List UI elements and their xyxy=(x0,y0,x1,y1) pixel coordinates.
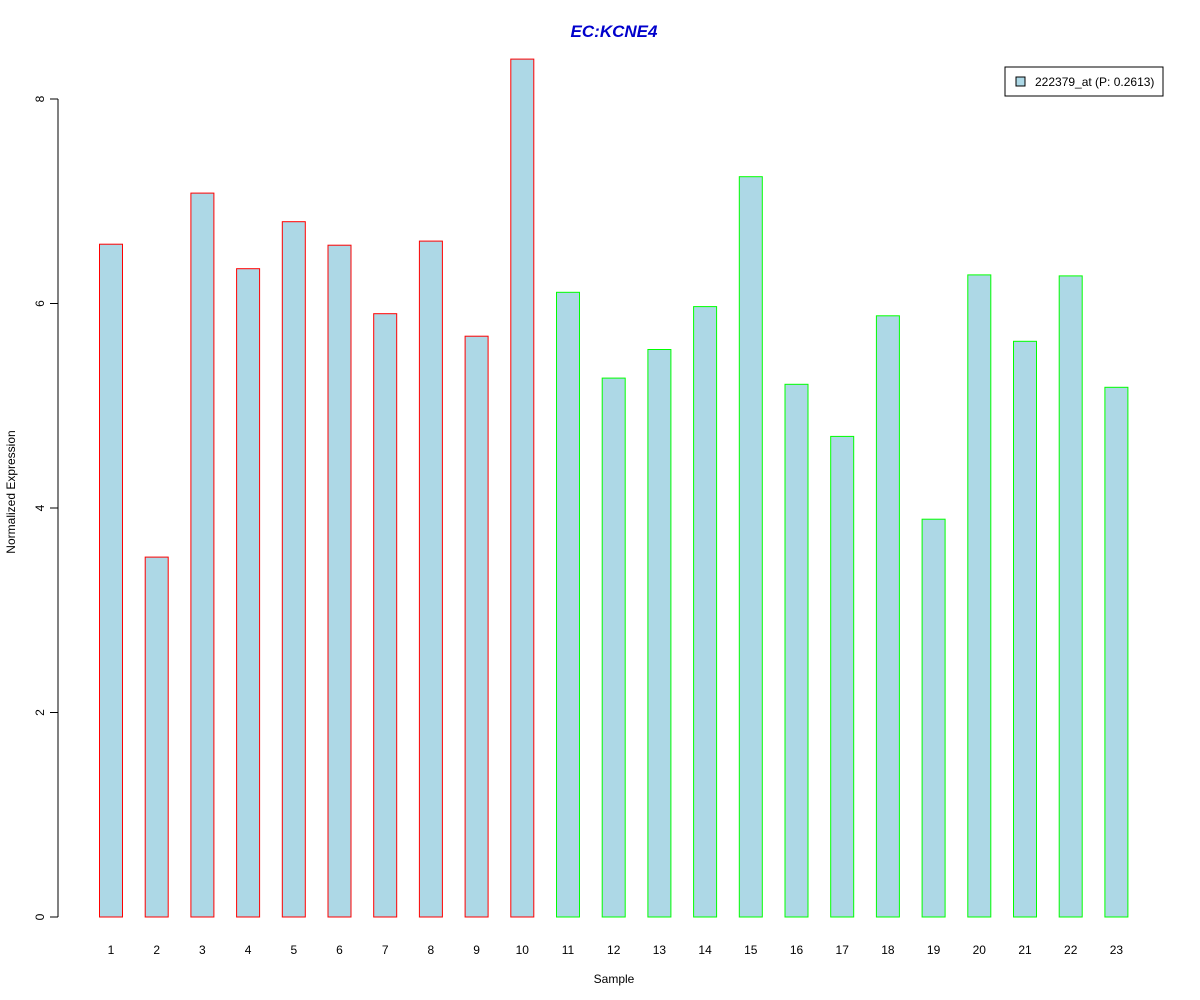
bar-sample-3 xyxy=(190,192,215,918)
x-tick-label: 2 xyxy=(153,943,160,957)
bar-sample-14 xyxy=(693,306,718,918)
x-tick-label: 15 xyxy=(744,943,758,957)
y-axis: 0 2 4 6 8 xyxy=(33,95,59,920)
x-tick-label: 1 xyxy=(108,943,115,957)
x-tick-label: 17 xyxy=(836,943,850,957)
y-tick-label: 6 xyxy=(33,300,47,307)
legend-swatch xyxy=(1015,76,1026,87)
bar-sample-15 xyxy=(738,176,763,918)
y-tick-label: 4 xyxy=(33,504,47,511)
bar-sample-16 xyxy=(784,383,809,918)
chart-title: EC:KCNE4 xyxy=(571,22,658,41)
bar-sample-23 xyxy=(1104,386,1129,918)
x-tick-label: 7 xyxy=(382,943,389,957)
x-axis-tick-labels: 1 2 3 4 5 6 7 8 9 10 11 12 13 14 15 16 17 18 19 20 21 22 23 xyxy=(108,943,1124,957)
bar-sample-4 xyxy=(236,268,261,918)
x-tick-label: 4 xyxy=(245,943,252,957)
bars-group xyxy=(99,58,1129,918)
bar-sample-6 xyxy=(327,244,352,918)
bar-sample-17 xyxy=(830,435,855,918)
bar-sample-18 xyxy=(875,315,900,918)
x-tick-label: 11 xyxy=(562,943,575,957)
x-tick-label: 21 xyxy=(1018,943,1032,957)
x-axis-label: Sample xyxy=(594,972,635,986)
bar-sample-11 xyxy=(556,291,580,918)
legend-box xyxy=(1004,66,1164,97)
x-tick-label: 10 xyxy=(516,943,530,957)
x-tick-label: 12 xyxy=(607,943,621,957)
bar-sample-8 xyxy=(418,240,443,918)
bar-sample-21 xyxy=(1013,340,1037,918)
bar-sample-2 xyxy=(144,556,169,918)
x-tick-label: 23 xyxy=(1110,943,1124,957)
legend-entry-label: 222379_at (P: 0.2613) xyxy=(1035,75,1154,89)
x-tick-label: 9 xyxy=(473,943,480,957)
y-tick-label: 2 xyxy=(33,709,47,716)
x-tick-label: 5 xyxy=(290,943,297,957)
x-tick-label: 16 xyxy=(790,943,804,957)
legend: 222379_at (P: 0.2613) xyxy=(1004,66,1164,97)
bar-sample-5 xyxy=(281,221,306,918)
y-tick-label: 0 xyxy=(33,913,47,920)
x-tick-label: 20 xyxy=(973,943,987,957)
bar-sample-22 xyxy=(1058,275,1083,918)
x-tick-label: 13 xyxy=(653,943,667,957)
x-tick-label: 14 xyxy=(698,943,712,957)
bar-sample-20 xyxy=(967,274,992,918)
bar-sample-12 xyxy=(601,377,626,918)
bar-sample-13 xyxy=(647,349,672,918)
x-tick-label: 22 xyxy=(1064,943,1078,957)
bar-sample-1 xyxy=(99,243,123,918)
bar-sample-19 xyxy=(921,518,946,918)
x-tick-label: 19 xyxy=(927,943,941,957)
x-tick-label: 3 xyxy=(199,943,206,957)
y-tick-label: 8 xyxy=(33,95,47,102)
bar-sample-10 xyxy=(510,58,535,918)
y-axis-label: Normalized Expression xyxy=(4,430,18,553)
x-tick-label: 8 xyxy=(428,943,435,957)
bar-sample-7 xyxy=(373,313,398,918)
x-tick-label: 18 xyxy=(881,943,895,957)
bar-sample-9 xyxy=(464,335,489,918)
x-tick-label: 6 xyxy=(336,943,343,957)
